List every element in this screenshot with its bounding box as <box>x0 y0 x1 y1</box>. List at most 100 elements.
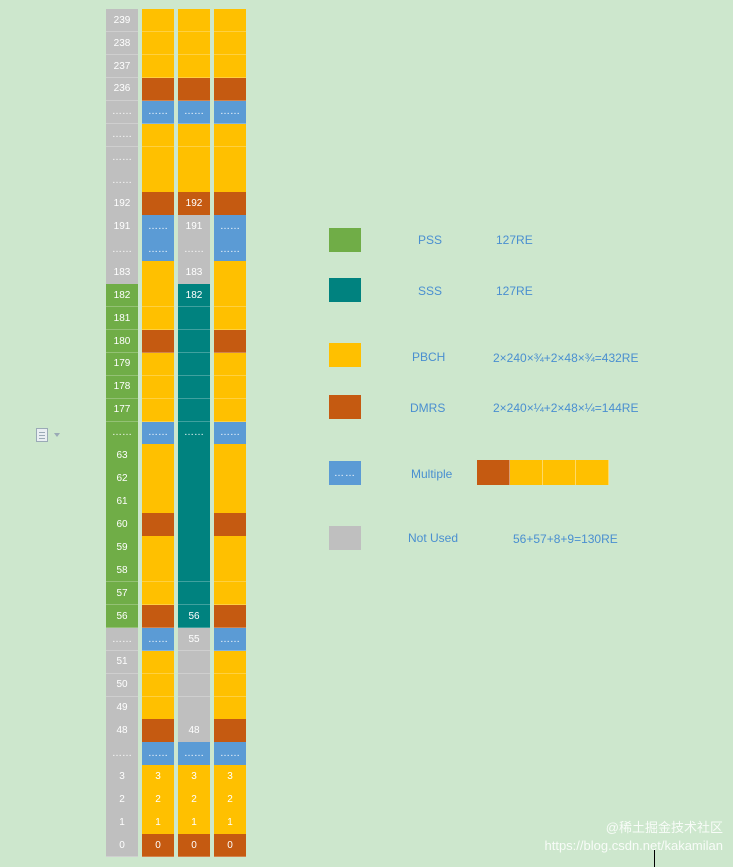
grid-cell-r16-c1 <box>142 375 174 400</box>
grid-cell-r28-c0: 51 <box>106 650 138 675</box>
grid-cell-r10-c0: …… <box>106 238 138 262</box>
grid-cell-r8-c0: 192 <box>106 192 138 216</box>
grid-cell-r35-c3: 1 <box>214 811 246 835</box>
legend-swatch-not-used <box>329 526 361 550</box>
grid-cell-r22-c2 <box>178 513 210 537</box>
grid-cell-r17-c1 <box>142 398 174 423</box>
grid-cell-r4-c2: …… <box>178 100 210 125</box>
grid-cell-r5-c1 <box>142 123 174 147</box>
legend-value-not-used: 56+57+8+9=130RE <box>513 532 618 546</box>
grid-cell-r14-c1 <box>142 329 174 354</box>
grid-cell-r10-c3: …… <box>214 238 246 262</box>
grid-cell-r23-c2 <box>178 536 210 560</box>
grid-cell-r1-c2 <box>178 31 210 56</box>
grid-cell-r8-c3 <box>214 192 246 216</box>
grid-cell-r25-c1 <box>142 581 174 606</box>
watermark-line-2: https://blog.csdn.net/kakamilan <box>544 838 724 853</box>
grid-cell-r7-c0: …… <box>106 169 138 193</box>
grid-cell-r32-c3: …… <box>214 742 246 766</box>
legend-label-sss: SSS <box>418 284 443 298</box>
grid-cell-r5-c0: …… <box>106 123 138 147</box>
grid-cell-r32-c1: …… <box>142 742 174 766</box>
grid-cell-r23-c0: 59 <box>106 536 138 560</box>
legend-value-dmrs: 2×240×¼+2×48×¼=144RE <box>493 401 639 415</box>
grid-cell-r9-c1: …… <box>142 215 174 239</box>
grid-cell-r36-c1: 0 <box>142 834 174 858</box>
grid-cell-r12-c3 <box>214 284 246 308</box>
grid-cell-r24-c3 <box>214 559 246 583</box>
legend-value-sss: 127RE <box>496 284 533 298</box>
legend-strip-segment-pbch <box>576 460 609 485</box>
grid-cell-r12-c1 <box>142 284 174 308</box>
grid-cell-r1-c1 <box>142 31 174 56</box>
grid-cell-r34-c3: 2 <box>214 788 246 812</box>
grid-cell-r23-c3 <box>214 536 246 560</box>
grid-cell-r28-c1 <box>142 650 174 675</box>
grid-cell-r22-c0: 60 <box>106 513 138 537</box>
chevron-down-icon[interactable] <box>54 433 60 437</box>
grid-cell-r19-c0: 63 <box>106 444 138 468</box>
legend-strip-segment-pbch <box>510 460 543 485</box>
grid-cell-r16-c2 <box>178 375 210 400</box>
grid-cell-r4-c3: …… <box>214 100 246 125</box>
grid-cell-r25-c3 <box>214 581 246 606</box>
grid-cell-r21-c2 <box>178 490 210 514</box>
grid-cell-r32-c2: …… <box>178 742 210 766</box>
grid-cell-r13-c1 <box>142 306 174 331</box>
grid-cell-r19-c1 <box>142 444 174 468</box>
legend-swatch-pbch <box>329 343 361 367</box>
legend-value-pbch: 2×240×¾+2×48×¾=432RE <box>493 351 639 365</box>
grid-cell-r30-c2 <box>178 696 210 720</box>
grid-cell-r34-c0: 2 <box>106 788 138 812</box>
grid-cell-r12-c0: 182 <box>106 284 138 308</box>
grid-cell-r33-c3: 3 <box>214 765 246 789</box>
legend-value-pss: 127RE <box>496 233 533 247</box>
grid-cell-r9-c2: 191 <box>178 215 210 239</box>
legend-label-dmrs: DMRS <box>410 401 446 415</box>
grid-cell-r0-c0: 239 <box>106 9 138 33</box>
legend-swatch-pss <box>329 228 361 252</box>
grid-cell-r15-c2 <box>178 352 210 377</box>
grid-cell-r13-c2 <box>178 306 210 331</box>
grid-cell-r15-c0: 179 <box>106 352 138 377</box>
grid-cell-r7-c3 <box>214 169 246 193</box>
grid-cell-r31-c3 <box>214 719 246 743</box>
grid-cell-r22-c3 <box>214 513 246 537</box>
grid-cell-r29-c3 <box>214 673 246 698</box>
grid-cell-r21-c1 <box>142 490 174 514</box>
grid-cell-r20-c0: 62 <box>106 467 138 491</box>
grid-cell-r3-c2 <box>178 77 210 102</box>
grid-cell-r9-c3: …… <box>214 215 246 239</box>
grid-cell-r25-c0: 57 <box>106 581 138 606</box>
grid-cell-r26-c0: 56 <box>106 604 138 629</box>
side-doc-icon[interactable] <box>36 428 48 442</box>
grid-cell-r35-c1: 1 <box>142 811 174 835</box>
grid-cell-r1-c0: 238 <box>106 31 138 56</box>
legend-label-multiple: Multiple <box>411 467 453 481</box>
grid-cell-r15-c1 <box>142 352 174 377</box>
grid-cell-r19-c2 <box>178 444 210 468</box>
grid-cell-r30-c0: 49 <box>106 696 138 720</box>
grid-cell-r6-c1 <box>142 146 174 170</box>
grid-cell-r2-c0: 237 <box>106 54 138 79</box>
grid-cell-r22-c1 <box>142 513 174 537</box>
grid-cell-r0-c2 <box>178 9 210 33</box>
grid-cell-r2-c3 <box>214 54 246 79</box>
grid-cell-r23-c1 <box>142 536 174 560</box>
grid-cell-r31-c2: 48 <box>178 719 210 743</box>
grid-cell-r27-c1: …… <box>142 627 174 652</box>
legend-strip-segment-pbch <box>543 460 576 485</box>
grid-cell-r26-c1 <box>142 604 174 629</box>
grid-cell-r29-c0: 50 <box>106 673 138 698</box>
grid-cell-r20-c1 <box>142 467 174 491</box>
grid-cell-r27-c2: 55 <box>178 627 210 652</box>
grid-cell-r30-c1 <box>142 696 174 720</box>
grid-cell-r14-c0: 180 <box>106 329 138 354</box>
grid-cell-r5-c2 <box>178 123 210 147</box>
grid-cell-r29-c1 <box>142 673 174 698</box>
grid-cell-r18-c2: …… <box>178 421 210 445</box>
legend-label-pbch: PBCH <box>412 350 446 364</box>
grid-cell-r17-c2 <box>178 398 210 423</box>
grid-cell-r0-c1 <box>142 9 174 33</box>
grid-cell-r24-c1 <box>142 559 174 583</box>
